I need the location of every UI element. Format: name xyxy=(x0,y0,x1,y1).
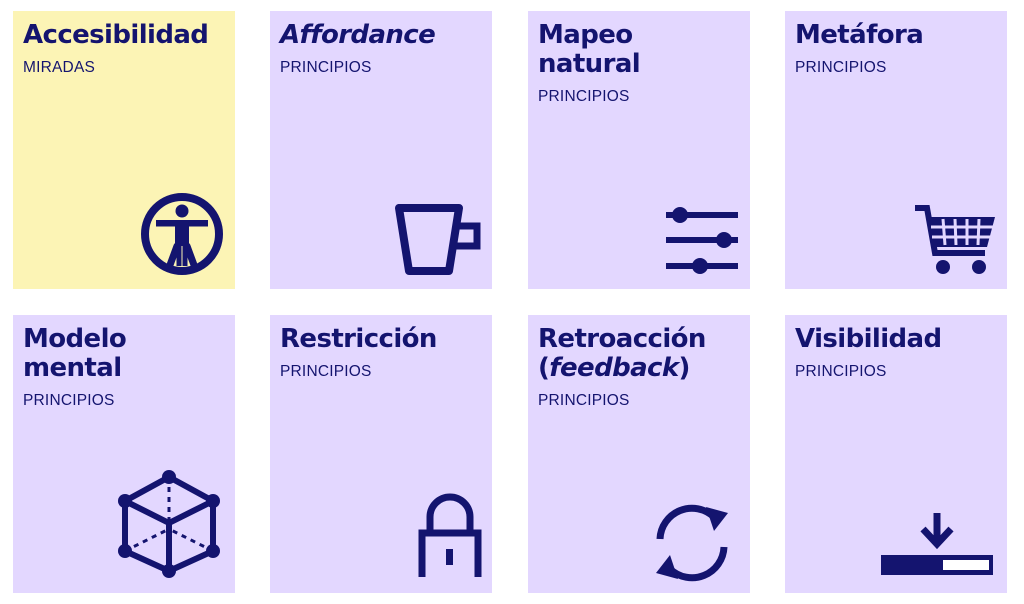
refresh-icon xyxy=(644,501,740,585)
vitruvian-man-icon xyxy=(139,191,225,277)
card-title: Modelo mental xyxy=(23,324,127,383)
card-title: Affordance xyxy=(280,20,436,50)
card-title: Retroacción (feedback) xyxy=(538,324,706,383)
card-affordance[interactable]: Affordance PRINCIPIOS xyxy=(270,11,492,289)
card-category: MIRADAS xyxy=(23,59,96,76)
card-title: Metáfora xyxy=(795,20,924,50)
card-category: PRINCIPIOS xyxy=(280,59,372,76)
download-progress-icon xyxy=(879,509,995,579)
card-metafora[interactable]: Metáfora PRINCIPIOS xyxy=(785,11,1007,289)
card-category: PRINCIPIOS xyxy=(795,363,887,380)
cup-icon xyxy=(393,201,485,277)
card-modelo-mental[interactable]: Modelo mental PRINCIPIOS xyxy=(13,315,235,593)
card-retroaccion[interactable]: Retroacción (feedback) PRINCIPIOS xyxy=(528,315,750,593)
sliders-icon xyxy=(662,203,742,279)
card-category: PRINCIPIOS xyxy=(538,88,630,105)
card-restriccion[interactable]: Restricción PRINCIPIOS xyxy=(270,315,492,593)
cube-icon xyxy=(113,467,225,579)
card-title: Restricción xyxy=(280,324,437,354)
card-title: Mapeo natural xyxy=(538,20,641,79)
card-visibilidad[interactable]: Visibilidad PRINCIPIOS xyxy=(785,315,1007,593)
card-category: PRINCIPIOS xyxy=(795,59,887,76)
card-category: PRINCIPIOS xyxy=(538,392,630,409)
shopping-cart-icon xyxy=(913,203,997,277)
padlock-icon xyxy=(418,493,482,583)
card-accesibilidad[interactable]: Accesibilidad MIRADAS xyxy=(13,11,235,289)
card-mapeo-natural[interactable]: Mapeo natural PRINCIPIOS xyxy=(528,11,750,289)
card-title: Visibilidad xyxy=(795,324,942,354)
card-category: PRINCIPIOS xyxy=(23,392,115,409)
card-category: PRINCIPIOS xyxy=(280,363,372,380)
card-title: Accesibilidad xyxy=(23,20,209,50)
